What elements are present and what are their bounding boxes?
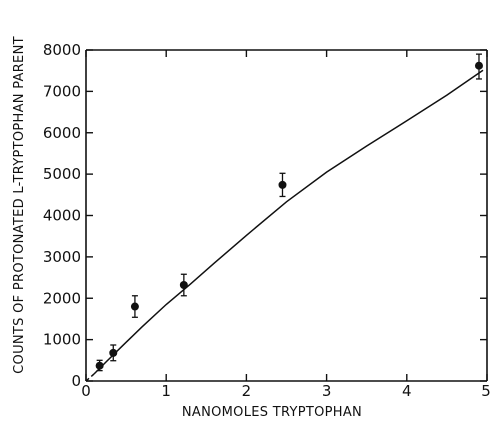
data-point bbox=[130, 302, 139, 311]
y-tick-label: 7000 bbox=[43, 82, 81, 100]
y-axis-label: COUNTS OF PROTONATED L-TRYPTOPHAN PARENT bbox=[12, 36, 27, 374]
x-tick-label: 0 bbox=[81, 382, 91, 400]
fit-curve bbox=[93, 69, 484, 375]
y-tick-label: 1000 bbox=[43, 331, 81, 349]
tick-labels: 0 1000 2000 3000 4000 5000 6000 7000 8000 0 1 2 3 4 5 bbox=[43, 41, 491, 400]
y-tick-label: 3000 bbox=[43, 248, 81, 266]
y-tick-label: 6000 bbox=[43, 124, 81, 142]
y-tick-label: 2000 bbox=[43, 289, 81, 307]
fit-curves bbox=[85, 69, 484, 382]
x-tick-label: 3 bbox=[322, 382, 332, 400]
y-tick-label: 8000 bbox=[43, 41, 81, 59]
data-point bbox=[179, 281, 188, 290]
data-point bbox=[95, 361, 104, 370]
x-axis-label: NANOMOLES TRYPTOPHAN bbox=[182, 405, 362, 420]
data-point bbox=[109, 348, 118, 357]
x-tick-label: 4 bbox=[402, 382, 412, 400]
x-tick-label: 5 bbox=[481, 382, 491, 400]
tick-marks bbox=[85, 49, 488, 382]
y-tick-label: 0 bbox=[71, 372, 81, 390]
x-tick-label: 1 bbox=[161, 382, 171, 400]
data-points bbox=[95, 53, 483, 372]
data-point bbox=[278, 180, 287, 189]
y-tick-label: 5000 bbox=[43, 165, 81, 183]
x-tick-label: 2 bbox=[242, 382, 252, 400]
fit-curve-dashed-extension bbox=[85, 373, 95, 382]
data-point bbox=[474, 61, 483, 70]
y-tick-label: 4000 bbox=[43, 207, 81, 225]
axes bbox=[85, 49, 488, 382]
